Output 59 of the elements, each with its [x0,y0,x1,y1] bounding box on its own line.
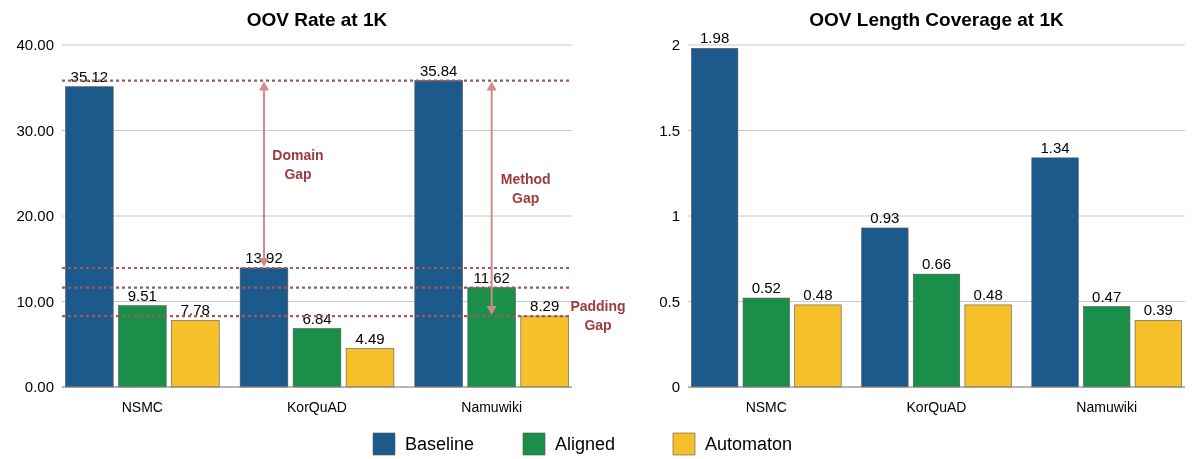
bar [520,315,569,388]
data-label: 0.39 [1143,301,1173,319]
annotation: Domain Gap [272,147,324,183]
y-tick-label: 2 [671,36,680,54]
data-label: 8.29 [530,297,560,315]
data-label: 0.52 [751,279,781,297]
y-tick-label: 1.5 [659,121,680,139]
data-label: 11.62 [473,268,510,286]
data-label: 0.48 [803,285,833,303]
bar [345,348,395,388]
y-tick-label: 30.00 [16,121,54,139]
data-label: 13.92 [245,248,283,266]
y-tick-label: 0 [671,378,680,396]
bar [239,267,289,388]
bar [742,297,790,388]
y-tick-label: 20.00 [16,207,54,225]
annotation: Padding Gap [570,298,626,334]
data-label: 35.84 [419,61,458,79]
bar [118,305,167,388]
legend-label: Baseline [405,434,475,455]
bar [65,86,114,388]
bar [964,304,1012,388]
data-label: 1.98 [700,29,730,47]
x-tick-label: KorQuAD [287,399,347,415]
data-label: 0.93 [870,208,900,226]
y-tick-label: 40.00 [16,36,54,54]
x-tick-label: KorQuAD [906,399,967,415]
y-tick-label: 0.5 [659,292,680,310]
data-label: 0.66 [921,255,952,273]
data-label: 9.51 [127,286,157,304]
y-tick-label: 0.00 [24,378,54,396]
bar [1031,157,1079,388]
x-tick-label: Namuwiki [1076,399,1138,415]
bar [292,328,342,388]
data-label: 1.34 [1040,138,1070,156]
y-tick-label: 1 [671,207,680,225]
bar [794,304,842,388]
data-label: 4.49 [355,329,385,347]
annotation: Method Gap [500,171,551,207]
chart-title: OOV Length Coverage at 1K [809,9,1064,30]
bar [691,48,739,388]
bar [1134,320,1182,388]
x-tick-label: NSMC [121,399,163,415]
data-label: 7.78 [180,301,210,319]
data-label: 0.48 [973,285,1003,303]
bar [861,227,909,388]
bar [414,80,463,388]
data-label: 35.12 [70,67,109,85]
x-tick-label: NSMC [745,399,787,415]
bar [1083,306,1131,388]
y-tick-label: 10.00 [16,292,54,310]
bar [171,320,220,388]
chart-title: OOV Rate at 1K [246,9,388,30]
legend-label: Aligned [555,434,616,455]
x-tick-label: Namuwiki [461,399,522,415]
legend-label: Automaton [705,434,793,455]
data-label: 0.47 [1092,287,1122,305]
bar [912,273,961,388]
bar [467,287,516,388]
